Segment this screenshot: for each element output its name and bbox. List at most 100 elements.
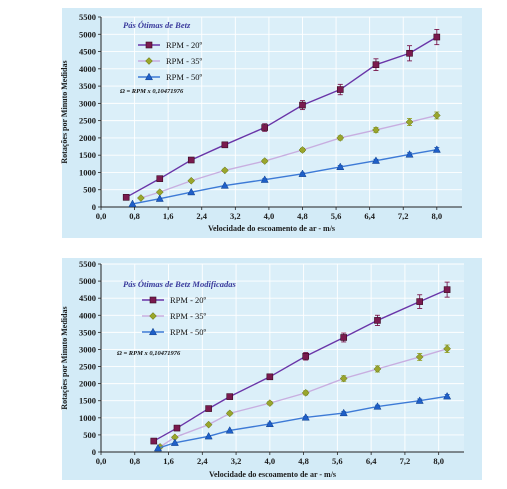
data-point (128, 199, 137, 207)
data-point (406, 49, 413, 57)
series-2 (137, 111, 441, 202)
x-tick-label: 3,2 (230, 211, 241, 221)
y-tick-label: 3000 (79, 98, 96, 108)
plot-area (101, 264, 464, 452)
data-point (265, 399, 274, 407)
data-point (373, 402, 382, 410)
data-point (432, 145, 441, 153)
data-point (415, 396, 424, 404)
data-point (225, 426, 234, 434)
y-tick-label: 1500 (79, 396, 96, 406)
data-point (416, 298, 423, 305)
y-tick-label: 3000 (79, 344, 96, 354)
data-point (415, 353, 424, 361)
data-point (221, 141, 229, 149)
y-tick-label: 2000 (79, 379, 96, 389)
data-point (374, 317, 381, 324)
series-line (125, 36, 438, 198)
x-tick-label: 7,2 (400, 456, 411, 466)
y-axis-label: Rotações por Minuto Medidas (60, 60, 69, 163)
legend-marker (145, 57, 153, 65)
data-point (260, 175, 269, 183)
y-tick-label: 5500 (79, 12, 96, 22)
series-line (140, 114, 437, 199)
x-tick-label: 4,0 (264, 211, 275, 221)
x-tick-label: 5,6 (331, 211, 342, 221)
x-tick-label: 8,0 (433, 456, 444, 466)
data-point (298, 146, 307, 154)
series-1 (150, 281, 451, 445)
data-point (137, 194, 145, 202)
legend: RPM - 20º RPM - 35º RPM - 50º (138, 40, 203, 82)
series-1 (122, 28, 441, 201)
data-point (301, 413, 310, 421)
data-point (204, 431, 213, 440)
series-line (153, 288, 448, 442)
y-tick-label: 1000 (79, 413, 96, 423)
y-tick-label: 5500 (79, 259, 96, 269)
data-point (339, 374, 348, 383)
y-tick-label: 2500 (79, 362, 96, 372)
data-point (265, 419, 274, 428)
y-tick-label: 4500 (79, 47, 96, 57)
chart-1: 0 500 1000 1500 2000 2500 3000 3500 4000 4500 5000… (60, 8, 482, 238)
data-point (443, 286, 451, 293)
x-tick-label: 6,4 (364, 211, 375, 221)
chart-title: Pás Ótimas de Betz Modificadas (123, 279, 237, 289)
y-tick-label: 5000 (79, 29, 96, 39)
gridlines (100, 16, 462, 208)
legend-label: RPM - 35º (166, 56, 203, 66)
series-3 (128, 145, 441, 207)
x-tick-label: 2,4 (197, 456, 208, 466)
y-tick-label: 5000 (79, 276, 96, 286)
x-axis-label: Velocidade do escoamento de ar - m/s (209, 470, 336, 479)
formula-annotation: Ω = RPM x 0,10471976 (117, 350, 181, 357)
y-tick-label: 2500 (79, 116, 96, 126)
legend-marker (145, 41, 153, 49)
chart-title: Pás Ótimas de Betz (123, 20, 191, 30)
x-tick-label: 8,0 (432, 211, 443, 221)
legend-label: RPM - 35º (170, 311, 207, 321)
data-point (150, 437, 158, 445)
y-tick-label: 1500 (79, 150, 96, 160)
data-point (173, 424, 181, 432)
data-point (405, 118, 414, 126)
data-point (336, 162, 345, 170)
x-axis-label: Velocidade do escoamento de ar - m/s (208, 224, 335, 233)
x-tick-label: 2,4 (196, 211, 207, 221)
y-tick-label: 3500 (79, 81, 96, 91)
y-tick-label: 3500 (79, 327, 96, 337)
x-tick-label: 7,2 (398, 211, 409, 221)
y-tick-label: 500 (83, 185, 96, 195)
data-point (336, 86, 344, 93)
data-point (266, 373, 274, 381)
x-tick-label: 1,6 (163, 211, 174, 221)
data-point (187, 156, 195, 164)
x-tick-label: 4,8 (297, 211, 308, 221)
data-point (156, 175, 164, 182)
data-point (298, 169, 307, 177)
data-point (340, 334, 348, 341)
x-tick-label: 4,8 (298, 456, 309, 466)
x-tick-label: 0,8 (129, 456, 140, 466)
data-point (204, 420, 213, 429)
x-tick-label: 0,0 (96, 456, 107, 466)
series-line (159, 348, 448, 448)
legend-marker (149, 312, 157, 320)
legend-marker (144, 72, 154, 81)
y-tick-label: 0 (92, 202, 96, 212)
data-point (261, 124, 269, 131)
data-point (405, 150, 414, 158)
data-point (122, 194, 130, 201)
legend-marker (149, 296, 157, 304)
data-point (302, 352, 310, 360)
data-point (371, 156, 380, 164)
y-tick-label: 4500 (79, 293, 96, 303)
data-point (301, 389, 310, 397)
data-point (226, 393, 234, 400)
data-point (372, 61, 380, 68)
data-point (373, 365, 382, 373)
data-point (336, 134, 345, 142)
series-line (132, 148, 437, 205)
data-point (155, 194, 164, 202)
